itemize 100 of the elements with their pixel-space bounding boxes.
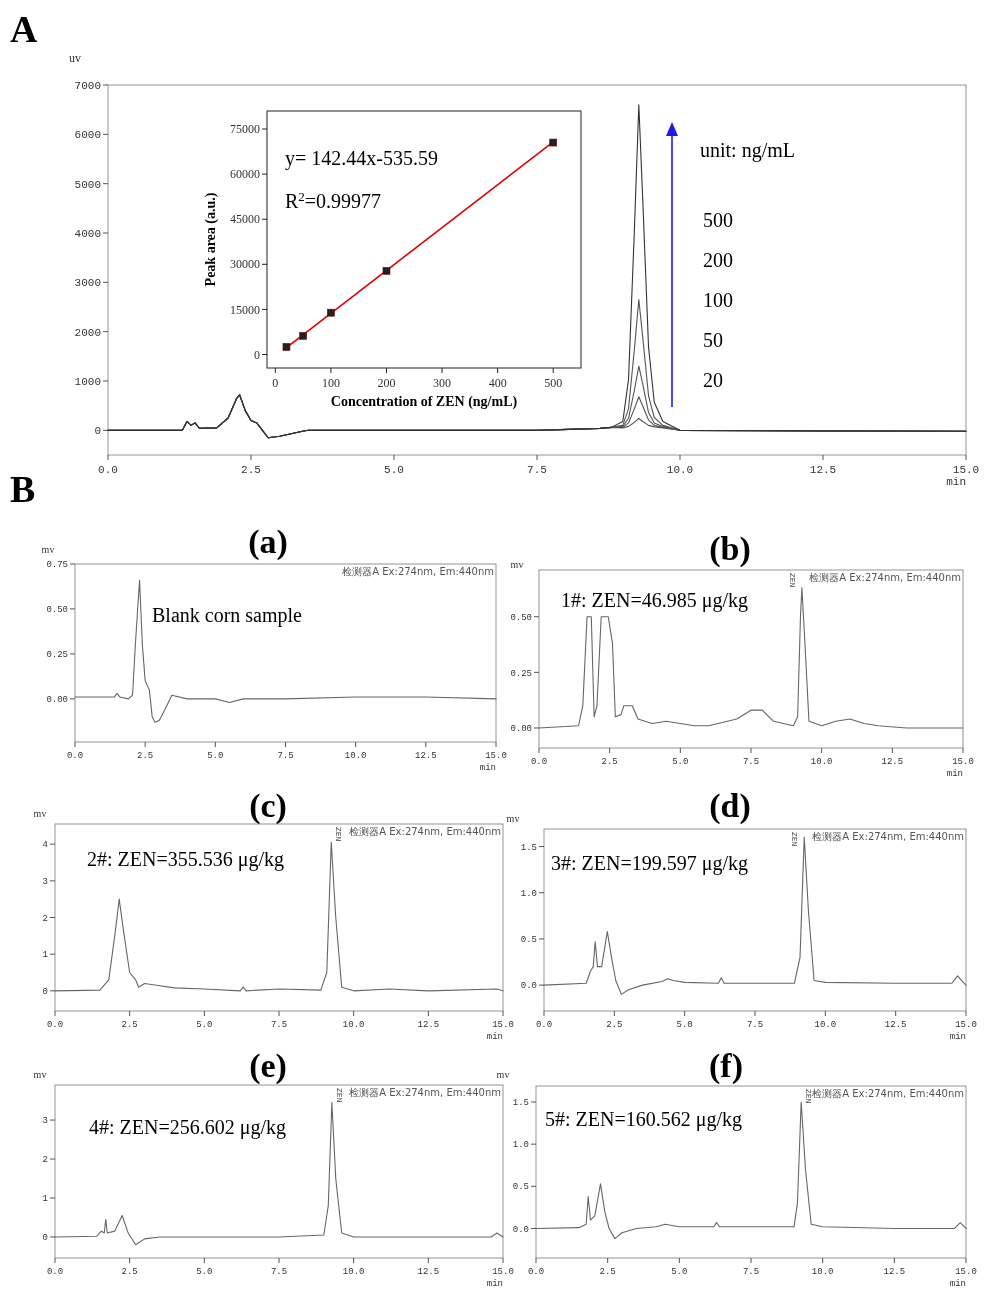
y-tick-label: 0.75 <box>46 560 68 571</box>
y-tick-label: 2 <box>42 913 48 924</box>
y-tick-label: 2 <box>42 1155 48 1166</box>
x-tick-label: 10.0 <box>344 751 367 761</box>
x-tick-label: 10.0 <box>811 1267 834 1277</box>
annotation: 2#: ZEN=355.536 μg/kg <box>87 848 284 871</box>
y-tick-label: 15000 <box>230 302 260 317</box>
y-tick-label: 3000 <box>74 277 101 290</box>
x-tick-label: 12.5 <box>417 1267 440 1277</box>
x-tick-label: 0.0 <box>535 1020 553 1030</box>
x-axis-title: min <box>946 476 966 488</box>
chart-title: (b) <box>709 530 751 568</box>
x-tick-label: 12.5 <box>809 464 837 476</box>
x-tick-label: 10.0 <box>810 757 833 767</box>
x-axis-title: min <box>486 1032 503 1042</box>
x-axis-title: min <box>946 769 963 779</box>
y-tick-label: 2000 <box>74 326 101 339</box>
x-tick-label: 10.0 <box>666 464 694 476</box>
annotation: ZEN <box>790 832 800 847</box>
x-tick-label: 15.0 <box>955 1020 977 1030</box>
y-tick-label: 75000 <box>230 122 260 137</box>
y-tick-label: 0.50 <box>46 605 68 616</box>
annotation: Blank corn sample <box>152 604 303 627</box>
annotation: 检测器A Ex:274nm, Em:440nm <box>349 1087 501 1098</box>
annotation: ZEN <box>334 827 344 842</box>
annotation: 50 <box>703 329 723 351</box>
annotation: 20 <box>703 369 723 391</box>
x-tick-label: 7.5 <box>277 751 294 761</box>
x-tick-label: 15.0 <box>485 751 507 761</box>
y-tick-label: 0.00 <box>46 695 68 705</box>
annotation: 检测器A Ex:274nm, Em:440nm <box>812 831 964 842</box>
x-tick-label: 2.5 <box>599 1267 616 1277</box>
annotation: 500 <box>703 209 733 231</box>
annotation: ZEN <box>804 1089 814 1104</box>
y-tick-label: 0 <box>94 425 101 438</box>
y-tick-label: 1.5 <box>512 1098 529 1109</box>
x-axis-title: min <box>949 1032 966 1042</box>
y-axis-title: mv <box>33 1069 47 1080</box>
annotation: ZEN <box>787 573 797 588</box>
y-tick-label: 1.5 <box>520 842 537 853</box>
y-tick-label: 0.0 <box>512 1224 529 1235</box>
annotation: 检测器A Ex:274nm, Em:440nm <box>812 1088 964 1099</box>
x-tick-label: 12.5 <box>417 1020 440 1030</box>
x-tick-label: 5.0 <box>384 464 404 476</box>
chart-title: (f) <box>709 1047 743 1085</box>
x-tick-label: 7.5 <box>270 1267 288 1277</box>
x-tick-label: 10.0 <box>342 1267 365 1277</box>
x-tick-label: 5.0 <box>196 1267 213 1277</box>
x-tick-label: 100 <box>321 376 340 390</box>
y-tick-label: 0.5 <box>512 1182 529 1193</box>
y-tick-label: 0.5 <box>520 935 537 946</box>
x-tick-label: 7.5 <box>742 757 760 767</box>
y-axis-title: mv <box>510 559 524 570</box>
y-tick-label: 0 <box>42 1233 48 1244</box>
annotation: unit: ng/mL <box>700 139 795 162</box>
y-tick-label: 0.0 <box>520 981 537 992</box>
annotation: 4#: ZEN=256.602 μg/kg <box>89 1116 286 1139</box>
y-tick-label: 45000 <box>230 212 260 227</box>
x-tick-label: 12.5 <box>883 1267 906 1277</box>
x-tick-label: 0.0 <box>530 757 548 767</box>
chart-title: (a) <box>248 523 288 561</box>
x-tick-label: 2.5 <box>137 751 154 761</box>
annotation: 200 <box>703 249 733 271</box>
x-tick-label: 10.0 <box>342 1020 365 1030</box>
annotation: ZEN <box>334 1088 344 1103</box>
y-tick-label: 1 <box>42 950 48 961</box>
chart-title: (e) <box>249 1047 287 1085</box>
x-tick-label: 2.5 <box>601 757 618 767</box>
x-tick-label: 5.0 <box>676 1020 693 1030</box>
x-tick-label: 15.0 <box>492 1020 514 1030</box>
x-tick-label: 7.5 <box>527 464 547 476</box>
annotation: 5#: ZEN=160.562 μg/kg <box>545 1108 742 1131</box>
y-axis-title: Peak area (a.u.) <box>203 192 219 287</box>
annotation: 3#: ZEN=199.597 μg/kg <box>551 852 748 875</box>
x-axis-title: min <box>479 763 496 773</box>
x-tick-label: 5.0 <box>672 757 689 767</box>
y-tick-label: 4000 <box>74 227 101 240</box>
annotation: 检测器A Ex:274nm, Em:440nm <box>342 566 494 577</box>
y-axis-title: mv <box>33 808 47 819</box>
y-tick-label: 0.25 <box>46 650 68 661</box>
x-tick-label: 12.5 <box>881 757 904 767</box>
y-tick-label: 0.25 <box>510 668 532 679</box>
x-tick-label: 2.5 <box>606 1020 623 1030</box>
x-tick-label: 15.0 <box>952 464 980 476</box>
x-tick-label: 15.0 <box>952 757 974 767</box>
y-tick-label: 6000 <box>74 129 101 142</box>
chart-title: A <box>10 8 38 50</box>
y-tick-label: 1.0 <box>512 1140 529 1151</box>
chart-title: (d) <box>709 787 751 825</box>
y-axis-title: mv <box>41 544 55 555</box>
x-tick-label: 5.0 <box>671 1267 688 1277</box>
chart-title: (c) <box>249 787 287 825</box>
y-tick-label: 0.50 <box>510 612 532 623</box>
x-tick-label: 200 <box>377 376 396 390</box>
y-tick-label: 3 <box>42 1116 48 1127</box>
y-tick-label: 30000 <box>230 257 260 272</box>
y-tick-label: 4 <box>42 840 48 851</box>
x-axis-title: min <box>486 1279 503 1289</box>
annotation: 1#: ZEN=46.985 μg/kg <box>561 589 748 612</box>
x-tick-label: 300 <box>433 376 452 390</box>
